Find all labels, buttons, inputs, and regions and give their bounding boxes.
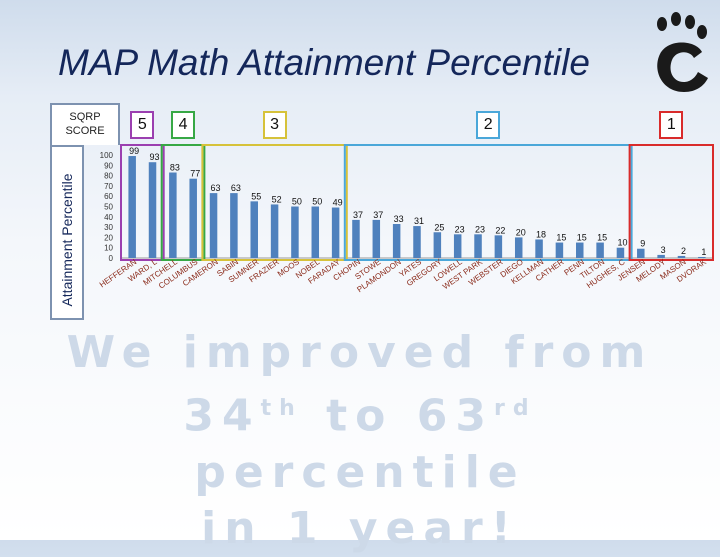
value-label-16: 23 <box>455 224 465 234</box>
bar-0 <box>128 156 136 258</box>
value-label-21: 15 <box>556 233 566 243</box>
value-label-3: 77 <box>190 169 200 179</box>
bar-17 <box>474 234 482 258</box>
value-label-13: 33 <box>394 214 404 224</box>
value-label-26: 3 <box>661 245 666 255</box>
tier-label-4: 4 <box>171 111 196 139</box>
bar-4 <box>209 193 218 258</box>
message-line-1: We improved from <box>66 327 654 378</box>
bar-24 <box>616 247 625 258</box>
y-axis-label-box <box>50 145 84 320</box>
value-label-19: 20 <box>516 227 526 237</box>
tier-box-2 <box>343 144 633 261</box>
paw-c-logo-icon <box>657 12 708 92</box>
y-tick-label-70: 70 <box>104 182 113 191</box>
value-label-22: 15 <box>577 233 587 243</box>
bar-12 <box>372 219 381 258</box>
bar-18 <box>494 235 503 258</box>
message-34: 34 <box>183 390 261 442</box>
page-title: MAP Math Attainment Percentile <box>58 42 590 83</box>
value-label-4: 63 <box>211 183 221 193</box>
value-label-7: 52 <box>272 194 282 204</box>
bar-7 <box>270 204 279 258</box>
improvement-message: We improved from 34th to 63rd percentile… <box>60 325 660 557</box>
message-percentile: percentile <box>194 446 526 498</box>
y-tick-label-90: 90 <box>104 161 113 170</box>
message-to-63: to 63 <box>302 390 494 442</box>
bar-9 <box>311 206 320 258</box>
value-label-23: 15 <box>597 233 607 243</box>
tier-box-5 <box>120 144 165 261</box>
bar-28 <box>698 256 706 258</box>
message-line-3: in 1 year! <box>201 502 519 554</box>
value-label-14: 31 <box>414 216 424 226</box>
bar-5 <box>230 193 238 258</box>
value-label-8: 50 <box>292 197 302 207</box>
y-tick-label-0: 0 <box>109 254 114 263</box>
value-label-18: 22 <box>495 225 505 235</box>
bar-19 <box>514 237 523 258</box>
sqrp-score-label: SQRP SCORE <box>50 103 120 145</box>
value-label-9: 50 <box>312 197 322 207</box>
tier-box-4 <box>160 144 206 261</box>
bar-1 <box>148 162 157 258</box>
bar-3 <box>189 178 197 258</box>
bar-27 <box>677 255 686 258</box>
tier-label-3: 3 <box>262 111 287 139</box>
y-tick-label-60: 60 <box>104 192 113 201</box>
tier-box-3 <box>201 144 348 261</box>
bar-23 <box>596 242 604 258</box>
bar-8 <box>291 206 299 258</box>
sqrp-line-1: SQRP <box>69 111 101 123</box>
bar-15 <box>433 232 442 258</box>
bar-10 <box>331 207 340 258</box>
bar-14 <box>413 226 421 258</box>
y-tick-label-100: 100 <box>100 151 114 160</box>
y-tick-label-30: 30 <box>104 223 113 232</box>
tier-label-5: 5 <box>130 111 155 139</box>
value-label-11: 37 <box>353 210 363 220</box>
y-tick-label-40: 40 <box>104 213 113 222</box>
y-tick-label-10: 10 <box>104 244 113 253</box>
value-label-6: 55 <box>251 191 261 201</box>
bar-25 <box>637 248 645 258</box>
message-rd: rd <box>493 396 537 421</box>
value-label-17: 23 <box>475 224 485 234</box>
message-line-2: 34th to 63rd percentile <box>60 381 660 501</box>
tier-label-1: 1 <box>659 111 684 139</box>
bar-21 <box>555 242 564 258</box>
value-label-25: 9 <box>640 239 645 249</box>
bar-22 <box>576 242 584 258</box>
bar-6 <box>250 201 258 258</box>
sqrp-line-2: SCORE <box>65 125 105 137</box>
value-label-1: 93 <box>150 152 160 162</box>
value-label-12: 37 <box>373 210 383 220</box>
value-label-0: 99 <box>129 146 139 156</box>
y-tick-label-80: 80 <box>104 172 113 181</box>
value-label-20: 18 <box>536 229 546 239</box>
bar-13 <box>392 224 401 258</box>
y-tick-label-50: 50 <box>104 203 113 212</box>
tier-box-1 <box>628 144 714 261</box>
value-label-5: 63 <box>231 183 241 193</box>
tier-label-2: 2 <box>476 111 501 139</box>
value-label-27: 2 <box>681 246 686 256</box>
bar-26 <box>657 254 665 258</box>
value-label-2: 83 <box>170 163 180 173</box>
value-label-15: 25 <box>434 222 444 232</box>
bar-16 <box>453 234 462 258</box>
y-tick-label-20: 20 <box>104 233 113 242</box>
bar-2 <box>169 172 177 258</box>
value-label-28: 1 <box>701 247 706 257</box>
value-label-10: 49 <box>333 198 343 208</box>
bar-11 <box>352 219 360 258</box>
bar-20 <box>535 239 543 258</box>
bar-chart: 100908070605040302010099HEFFERAN93WARD, … <box>98 144 714 294</box>
value-label-24: 10 <box>617 238 627 248</box>
message-th: th <box>260 396 303 421</box>
